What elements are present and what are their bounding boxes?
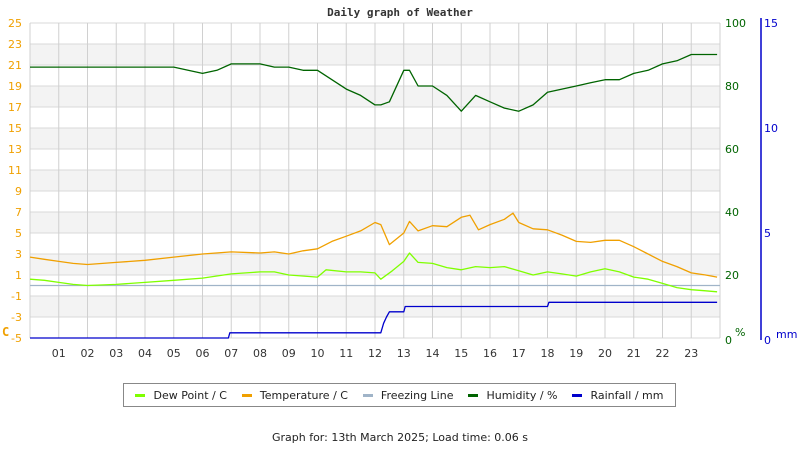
series-line-humidity [30, 53, 718, 112]
x-tick-label: 09 [282, 347, 296, 360]
x-tick-label: 20 [598, 347, 612, 360]
y-tick-label: -1 [11, 290, 22, 303]
legend-label: Temperature / C [259, 388, 348, 402]
x-tick-label: 02 [81, 347, 95, 360]
legend-item-freezing-line: Freezing Line [362, 388, 454, 402]
rainfall-swatch-icon [572, 393, 583, 397]
y-tick-label: 1 [15, 269, 22, 282]
x-tick-label: 14 [426, 347, 440, 360]
y-tick-label: 25 [8, 17, 22, 30]
rainfall-tick-label: 10 [764, 122, 778, 135]
x-tick-label: 06 [196, 347, 210, 360]
humidity-tick-label: 40 [725, 206, 739, 219]
chart-title: Daily graph of Weather [327, 6, 473, 19]
x-tick-label: 22 [656, 347, 670, 360]
rainfall-axis-unit: mm [776, 328, 797, 341]
y-tick-label: 19 [8, 80, 22, 93]
x-tick-label: 13 [397, 347, 411, 360]
humidity-tick-label: 0 [725, 334, 732, 347]
y-tick-label: 17 [8, 101, 22, 114]
chart-legend: Dew Point / C Temperature / C Freezing L… [123, 383, 676, 407]
x-tick-label: 18 [541, 347, 555, 360]
x-tick-label: 23 [684, 347, 698, 360]
legend-label: Dew Point / C [153, 388, 227, 402]
left-axis-unit: C [2, 325, 9, 339]
rainfall-tick-label: 5 [764, 227, 771, 240]
x-tick-label: 05 [167, 347, 181, 360]
x-tick-label: 19 [569, 347, 583, 360]
x-tick-label: 04 [138, 347, 152, 360]
dew-point-swatch-icon [135, 393, 146, 397]
x-tick-label: 11 [339, 347, 353, 360]
y-tick-label: 7 [15, 206, 22, 219]
x-tick-label: 01 [52, 347, 66, 360]
humidity-axis-unit: % [735, 326, 745, 339]
legend-item-temperature: Temperature / C [241, 388, 348, 402]
y-tick-label: 23 [8, 38, 22, 51]
humidity-tick-label: 80 [725, 80, 739, 93]
x-tick-label: 17 [512, 347, 526, 360]
series-line-dew-point-c [29, 252, 718, 293]
y-tick-label: 15 [8, 122, 22, 135]
y-tick-label: 9 [15, 185, 22, 198]
x-tick-label: 08 [253, 347, 267, 360]
legend-item-dew-point: Dew Point / C [135, 388, 227, 402]
humidity-tick-label: 60 [725, 143, 739, 156]
freezing-line-swatch-icon [362, 393, 373, 397]
y-tick-label: -5 [11, 332, 22, 345]
legend-label: Rainfall / mm [590, 388, 664, 402]
x-tick-label: 21 [627, 347, 641, 360]
x-tick-label: 12 [368, 347, 382, 360]
legend-label: Humidity / % [486, 388, 558, 402]
weather-chart: 252321191715131197531-1-3-5C100806040200… [2, 17, 797, 360]
x-tick-label: 15 [454, 347, 468, 360]
x-tick-label: 03 [109, 347, 123, 360]
y-tick-label: 3 [15, 248, 22, 261]
y-tick-label: -3 [11, 311, 22, 324]
y-tick-label: 5 [15, 227, 22, 240]
humidity-tick-label: 20 [725, 269, 739, 282]
x-tick-label: 07 [224, 347, 238, 360]
y-tick-label: 11 [8, 164, 22, 177]
rainfall-tick-label: 15 [764, 17, 778, 30]
footer-status: Graph for: 13th March 2025; Load time: 0… [271, 431, 529, 444]
humidity-tick-label: 100 [725, 17, 746, 30]
temperature-swatch-icon [241, 393, 252, 397]
y-tick-label: 13 [8, 143, 22, 156]
legend-item-humidity: Humidity / % [468, 389, 557, 402]
y-tick-label: 21 [8, 59, 22, 72]
x-tick-label: 16 [483, 347, 497, 360]
rainfall-tick-label: 0 [764, 334, 771, 347]
humidity-swatch-icon [468, 393, 479, 397]
x-tick-label: 10 [311, 347, 325, 360]
legend-label: Freezing Line [380, 388, 454, 402]
series-line-temperature-c [29, 212, 718, 278]
series-line-rainfall-mm [30, 301, 718, 339]
legend-item-rainfall: Rainfall / mm [572, 389, 663, 402]
